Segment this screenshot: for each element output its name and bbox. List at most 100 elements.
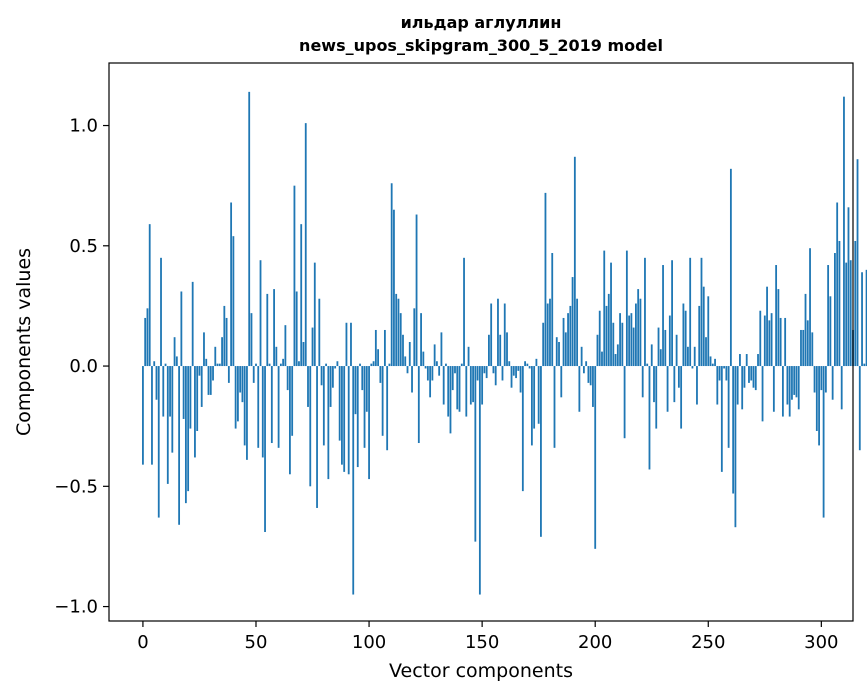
bar	[361, 366, 364, 391]
bar	[408, 342, 411, 367]
bar	[456, 366, 459, 410]
bar	[714, 358, 716, 367]
bar	[295, 291, 298, 367]
bar	[246, 366, 248, 460]
bar	[865, 269, 867, 367]
bar	[515, 366, 517, 379]
bar	[492, 366, 495, 374]
bar	[519, 366, 522, 393]
y-tick-label: 0.0	[69, 356, 98, 377]
y-tick-label: 1.0	[69, 116, 98, 137]
bar	[173, 337, 176, 367]
bar	[273, 289, 275, 367]
bar	[729, 168, 732, 367]
bar	[644, 257, 646, 367]
bar	[508, 361, 511, 367]
bar	[356, 366, 359, 468]
bar	[542, 322, 545, 367]
bar	[429, 366, 432, 398]
bar	[144, 317, 147, 367]
bar	[748, 366, 750, 383]
bar	[506, 332, 508, 367]
bar	[438, 366, 441, 376]
bar	[582, 366, 585, 374]
bar	[725, 366, 728, 381]
bar	[331, 366, 334, 388]
bar	[585, 361, 588, 367]
bar	[530, 366, 533, 446]
bar	[467, 346, 470, 367]
bar	[795, 366, 798, 398]
bar	[447, 366, 450, 417]
bar	[791, 366, 793, 400]
bar	[162, 366, 165, 417]
bar	[289, 366, 291, 475]
bar	[368, 366, 370, 480]
bar	[537, 366, 540, 424]
bar	[320, 366, 323, 386]
bar	[793, 366, 796, 395]
bar	[191, 281, 194, 367]
bar	[207, 366, 210, 395]
bar	[705, 337, 707, 367]
bar	[754, 366, 757, 391]
bar	[594, 366, 597, 549]
bar	[338, 366, 341, 441]
bar	[528, 366, 531, 369]
bar	[687, 346, 689, 367]
bar	[655, 366, 658, 429]
bar	[187, 366, 190, 492]
bar	[354, 366, 357, 415]
bar	[255, 363, 257, 367]
bar	[621, 322, 624, 367]
bar	[282, 358, 285, 367]
bar	[406, 366, 409, 374]
bar	[352, 366, 355, 595]
bar	[691, 366, 694, 369]
bar	[420, 313, 422, 367]
bar	[689, 257, 692, 367]
bar	[560, 366, 563, 398]
bar	[779, 317, 782, 367]
bar	[700, 257, 703, 367]
bar	[802, 329, 805, 367]
bar	[316, 366, 318, 508]
bar	[413, 308, 416, 367]
bar	[284, 325, 287, 367]
bar	[442, 366, 445, 405]
bar	[388, 363, 391, 367]
bar	[300, 224, 303, 367]
bar	[311, 327, 314, 367]
bar	[648, 366, 651, 470]
bar	[630, 313, 633, 367]
x-axis-ticks: 0 50 100 150 200 250 300	[137, 621, 839, 653]
bar	[610, 262, 612, 367]
bar	[824, 366, 827, 393]
y-axis-label: Components values	[13, 248, 35, 436]
bar	[377, 349, 380, 367]
bar	[546, 303, 549, 367]
chart-title-line-1: ильдар аглуллин	[401, 13, 562, 32]
bar	[307, 366, 309, 407]
bar	[252, 366, 255, 383]
bar	[478, 366, 481, 595]
bar	[770, 313, 773, 367]
bar	[847, 207, 850, 367]
bar	[232, 236, 235, 367]
y-tick-label: −1.0	[54, 597, 98, 618]
bar	[571, 277, 574, 367]
bar	[490, 303, 493, 367]
bar	[745, 354, 748, 367]
bar	[205, 358, 208, 367]
bar	[169, 366, 171, 417]
bar	[334, 366, 337, 369]
bar	[720, 366, 723, 472]
bar	[856, 159, 859, 367]
bar	[734, 366, 737, 528]
bar	[752, 366, 755, 388]
bar	[736, 366, 739, 405]
bar	[302, 342, 305, 367]
bar	[838, 240, 841, 367]
bar	[325, 363, 327, 367]
